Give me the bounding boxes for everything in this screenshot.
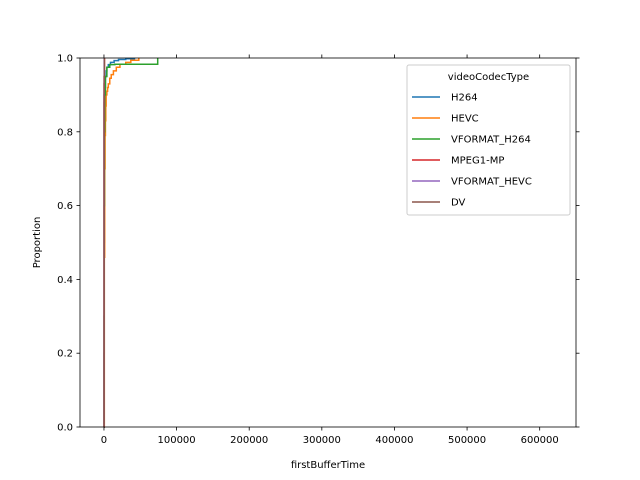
legend-box <box>406 64 571 216</box>
y-tick-label: 0.4 <box>57 275 73 286</box>
x-tick-label: 400000 <box>375 435 413 446</box>
y-tick-label: 0.2 <box>57 349 73 360</box>
y-axis-ticks: 0.0 0.2 0.4 0.6 0.8 1.0 <box>57 54 580 434</box>
legend-label-mpeg1-mp: MPEG1-MP <box>451 156 504 167</box>
x-axis-label: firstBufferTime <box>291 460 365 471</box>
x-axis-ticks: 0 100000 200000 300000 400000 500000 600000 <box>101 54 559 446</box>
legend-label-h264: H264 <box>451 93 478 104</box>
x-tick-label: 600000 <box>521 435 559 446</box>
series-layer <box>103 57 159 428</box>
x-tick-label: 300000 <box>303 435 341 446</box>
x-tick-label: 200000 <box>230 435 268 446</box>
y-tick-label: 0.6 <box>57 201 73 212</box>
legend-label-dv: DV <box>451 198 466 209</box>
legend-label-vformat-hevc: VFORMAT_HEVC <box>451 177 532 188</box>
legend-label-hevc: HEVC <box>451 114 479 125</box>
x-tick-label: 500000 <box>448 435 486 446</box>
plot-area: 0 100000 200000 300000 400000 500000 600000 0.… <box>57 54 580 446</box>
x-tick-label: 100000 <box>157 435 195 446</box>
y-tick-label: 0.0 <box>57 423 73 434</box>
y-tick-label: 0.8 <box>57 127 73 138</box>
axes-frame <box>79 57 577 428</box>
y-tick-label: 1.0 <box>57 54 73 65</box>
x-tick-label: 0 <box>101 435 107 446</box>
legend: videoCodecType H264 HEVC VFORMAT_H264 MPEG1… <box>406 64 571 216</box>
legend-items: H264 HEVC VFORMAT_H264 MPEG1-MP VFORMAT_HEVC… <box>412 93 532 209</box>
y-axis-label: Proportion <box>32 217 43 269</box>
legend-label-vformat-h264: VFORMAT_H264 <box>451 135 531 146</box>
legend-title: videoCodecType <box>448 72 529 83</box>
